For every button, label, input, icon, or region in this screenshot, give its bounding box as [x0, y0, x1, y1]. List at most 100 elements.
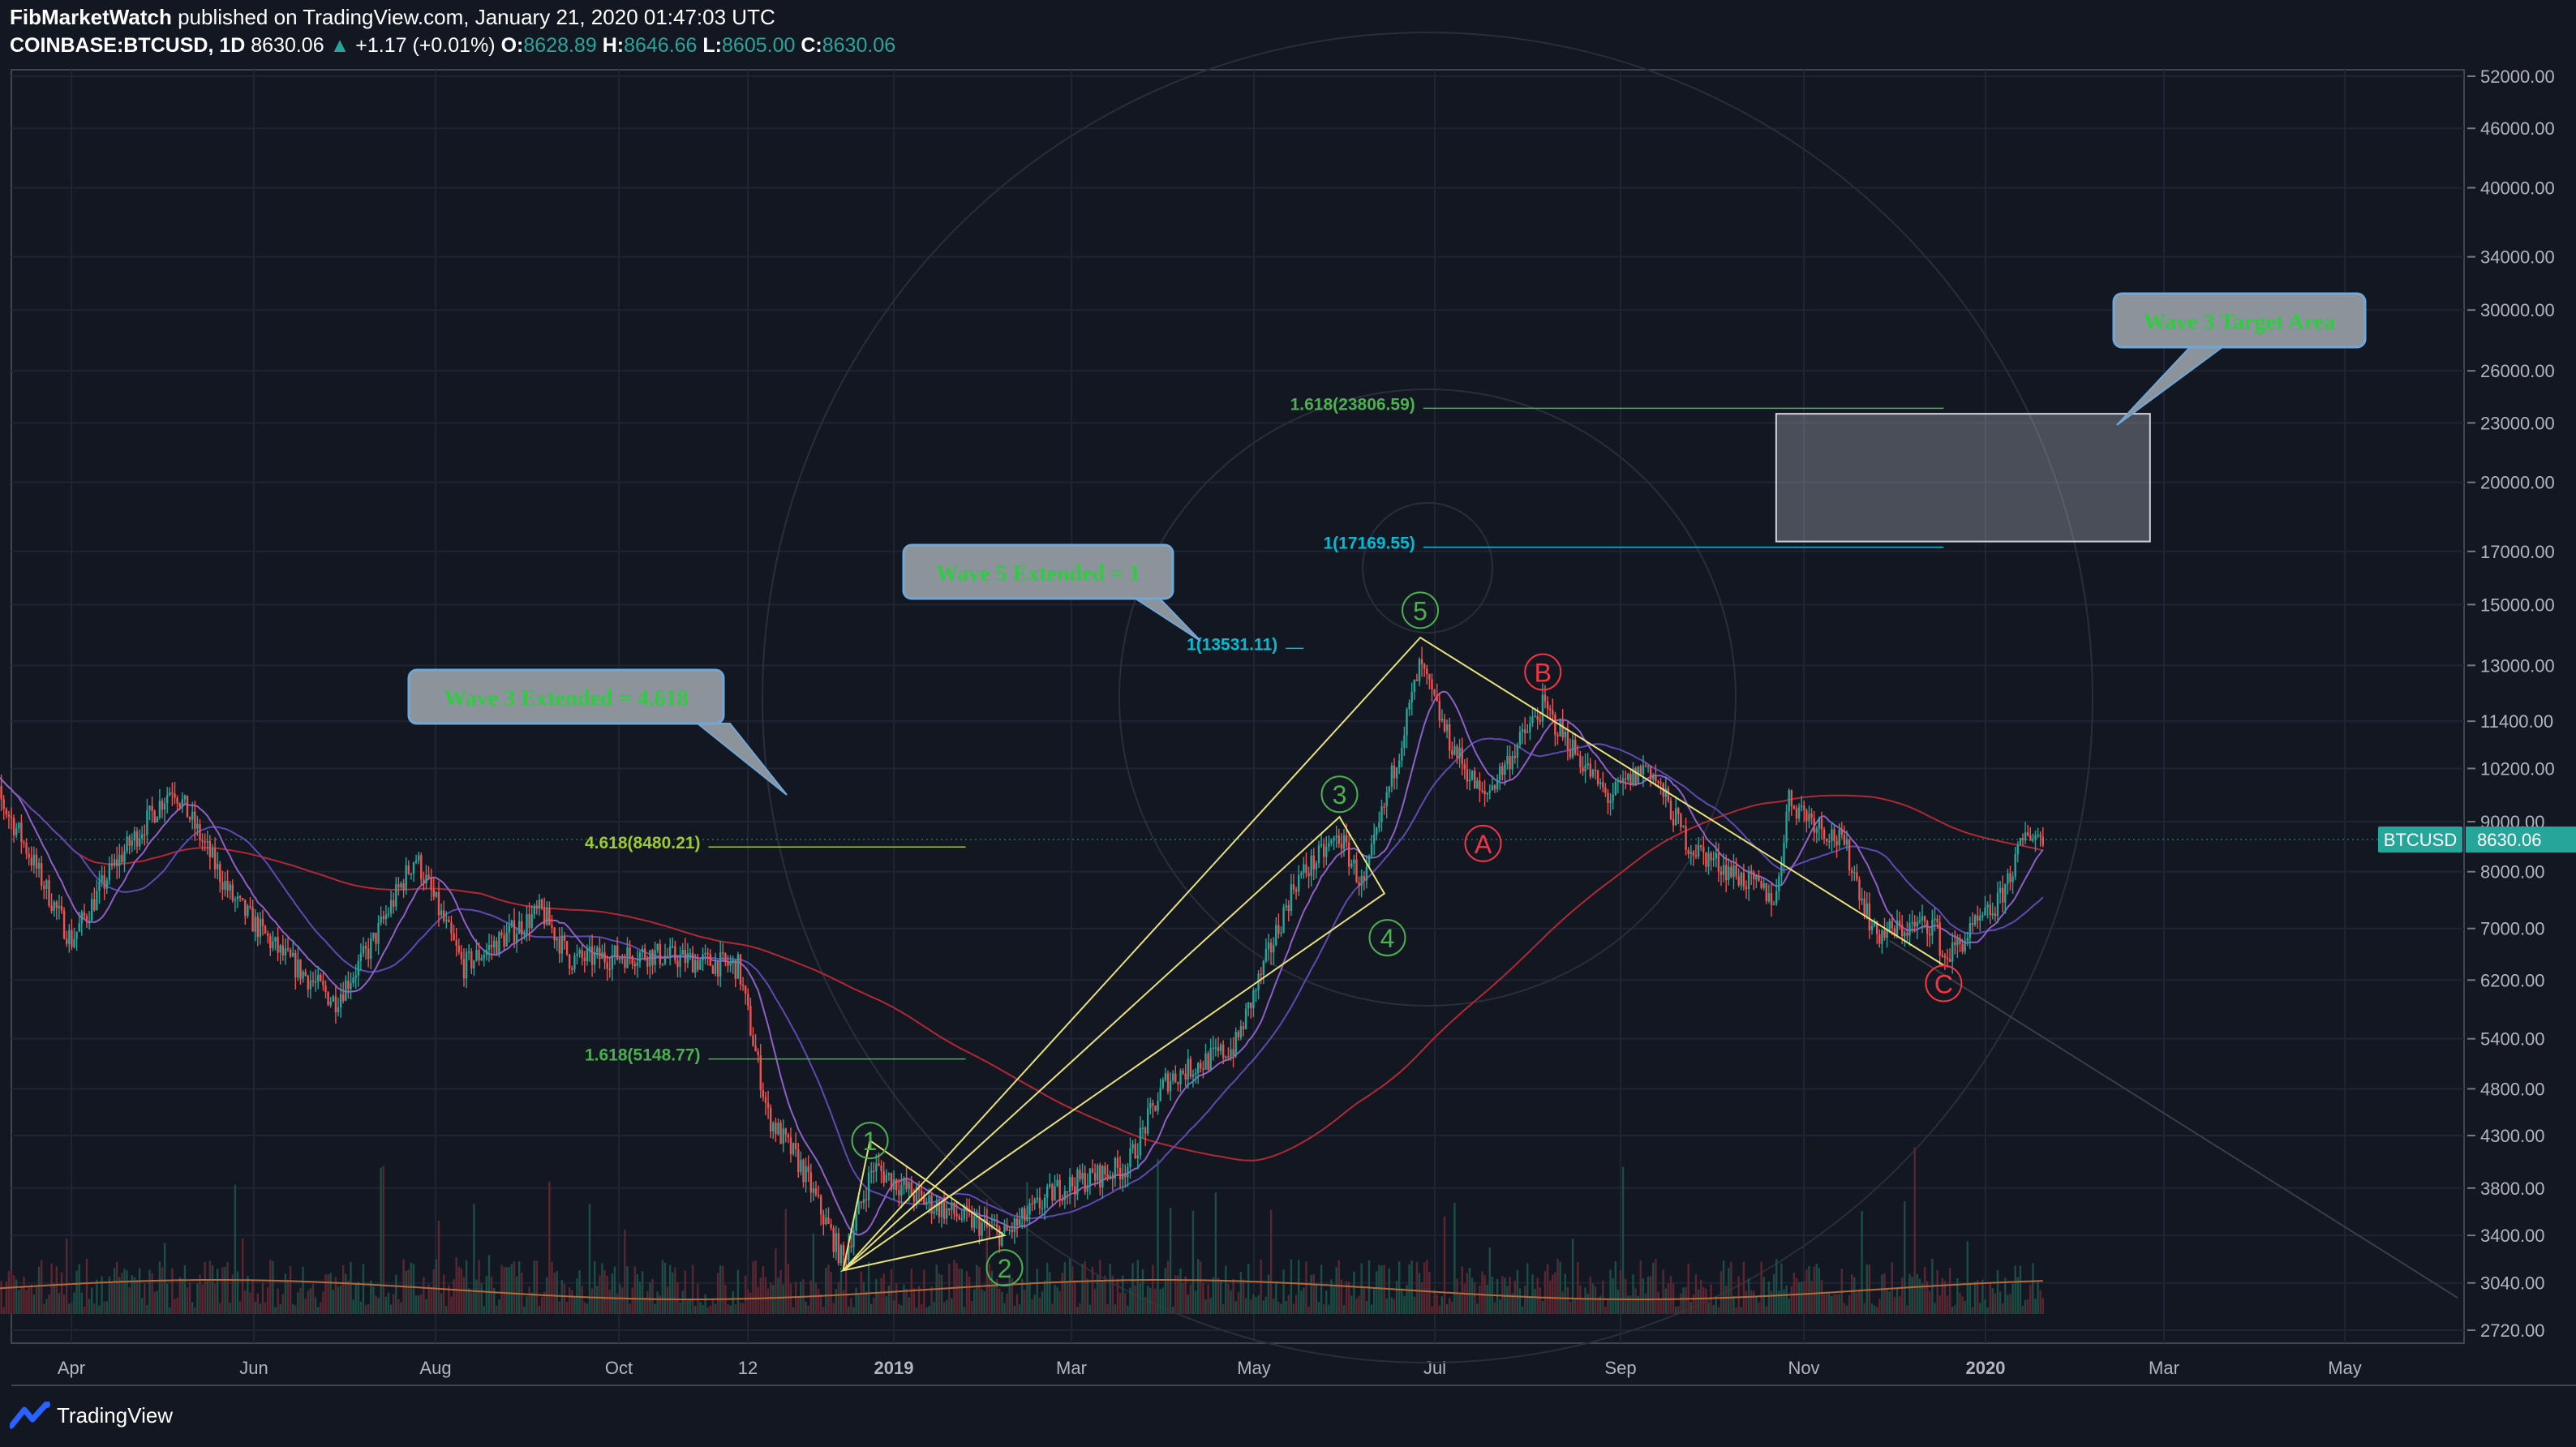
candle-body: [68, 930, 71, 944]
candle-body: [716, 961, 719, 977]
candle-body: [626, 947, 629, 968]
volume-bar: [83, 1307, 86, 1314]
volume-bar: [1740, 1307, 1742, 1314]
candle-body: [241, 898, 244, 900]
candle-body: [1101, 1166, 1104, 1187]
volume-bar: [958, 1269, 960, 1314]
candle-body: [1456, 746, 1458, 758]
volume-bar: [631, 1287, 633, 1314]
volume-bar: [666, 1286, 669, 1314]
candle-body: [1408, 702, 1410, 710]
candle-body: [163, 803, 166, 810]
volume-bar: [540, 1296, 543, 1314]
volume-bar: [362, 1264, 365, 1314]
volume-bar: [1521, 1306, 1524, 1314]
candle-body: [1911, 921, 1913, 924]
volume-bar: [65, 1239, 68, 1314]
candle-body: [1418, 659, 1421, 681]
candle-body: [85, 916, 88, 921]
candle-body: [1858, 879, 1861, 901]
volume-bar: [1333, 1286, 1335, 1314]
volume-bar: [101, 1276, 103, 1314]
candle-body: [1084, 1173, 1086, 1192]
candle-body: [128, 836, 131, 846]
candle-body: [1728, 866, 1730, 881]
volume-bar: [334, 1277, 337, 1314]
volume-bar: [88, 1299, 91, 1314]
candle-body: [766, 1102, 770, 1108]
volume-bar: [1317, 1302, 1320, 1314]
volume-bar: [835, 1289, 837, 1314]
time-tick-label: Aug: [419, 1358, 451, 1378]
volume-bar: [1642, 1278, 1645, 1314]
candle-body: [1214, 1047, 1217, 1049]
candle-body: [1637, 766, 1639, 784]
volume-bar: [1797, 1282, 1801, 1314]
candle-body: [1717, 852, 1720, 872]
candle-body: [1433, 689, 1436, 695]
volume-bar: [1225, 1265, 1227, 1314]
high-value: 8646.66: [624, 34, 698, 57]
volume-bar: [1765, 1306, 1767, 1314]
candle-body: [908, 1182, 910, 1190]
candle-body: [423, 879, 425, 883]
candle-body: [1166, 1073, 1170, 1092]
volume-bar: [1843, 1303, 1846, 1314]
volume-bar: [208, 1260, 212, 1314]
candle-body: [1144, 1127, 1147, 1134]
volume-bar: [221, 1267, 224, 1314]
candle-body: [412, 862, 415, 874]
volume-bar: [1212, 1277, 1214, 1314]
candle-body: [1677, 808, 1680, 814]
candle-body: [226, 881, 229, 891]
candle-body: [35, 854, 38, 869]
candle-body: [289, 949, 292, 957]
volume-bar: [1996, 1269, 1999, 1314]
volume-bar: [1378, 1265, 1380, 1314]
candle-body: [20, 822, 23, 842]
candle-body: [860, 1201, 862, 1204]
candle-body: [1652, 775, 1655, 779]
volume-bar: [1124, 1292, 1127, 1314]
volume-bar: [231, 1274, 234, 1314]
candle-body: [1730, 866, 1732, 878]
candle-body: [1445, 724, 1449, 732]
volume-bar: [1320, 1265, 1323, 1314]
volume-bar: [1403, 1295, 1406, 1314]
price-tick-label: 46000.00: [2480, 118, 2555, 139]
volume-bar: [1624, 1278, 1627, 1314]
candle-body: [905, 1179, 908, 1190]
footer-brand[interactable]: TradingView: [57, 1402, 174, 1428]
volume-bar: [2032, 1263, 2034, 1314]
volume-bar: [261, 1282, 264, 1314]
volume-bar: [247, 1275, 249, 1314]
volume-bar: [1410, 1260, 1413, 1314]
volume-bar: [1737, 1276, 1740, 1314]
candle-body: [1496, 779, 1499, 789]
volume-bar: [1154, 1288, 1157, 1314]
candle-body: [1943, 955, 1947, 958]
candle-body: [1244, 1008, 1247, 1029]
volume-bar: [626, 1266, 629, 1314]
candle-body: [1320, 844, 1323, 846]
candle-body: [1833, 829, 1835, 841]
candle-body: [1225, 1056, 1227, 1058]
volume-bar: [375, 1295, 377, 1314]
candle-body: [1624, 778, 1627, 780]
candle-body: [611, 955, 614, 969]
volume-bar: [1652, 1262, 1655, 1314]
candle-body: [427, 874, 430, 878]
candle-body: [1747, 870, 1750, 890]
volume-bar: [676, 1282, 679, 1314]
volume-bar: [277, 1288, 279, 1314]
candle-body: [1767, 893, 1771, 902]
candle-body: [417, 855, 420, 861]
tradingview-logo-icon[interactable]: [10, 1402, 50, 1429]
volume-bar: [1760, 1261, 1762, 1314]
volume-bar: [1207, 1284, 1209, 1314]
volume-bar: [1393, 1299, 1396, 1314]
volume-bar: [1297, 1260, 1300, 1314]
candle-body: [169, 792, 171, 796]
volume-bar: [1845, 1305, 1848, 1314]
